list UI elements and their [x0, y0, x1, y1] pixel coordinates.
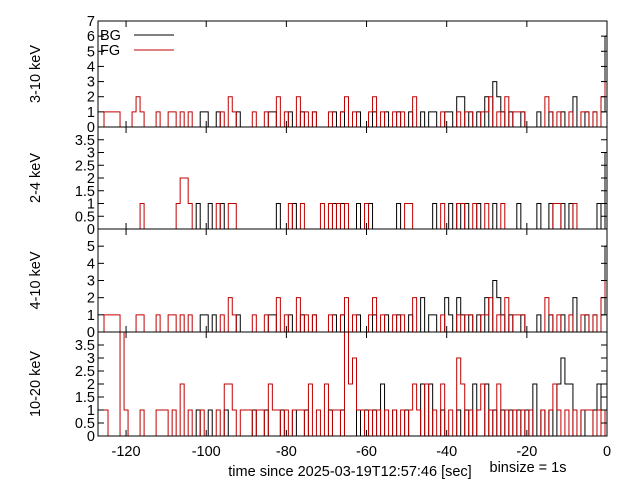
- x-axis-label: time since 2025-03-19T12:57:46 [sec]: [228, 464, 471, 480]
- panel-0-ytick-label-1: 1: [87, 105, 95, 121]
- panel-1-ytick-label-3: 1.5: [75, 184, 95, 200]
- x-tick-label-1: -100: [192, 444, 221, 460]
- panel-3: 00.511.522.533.5 10-20 keV: [28, 331, 608, 445]
- panel-3-ytick-label-4: 2: [87, 377, 95, 393]
- panel-0-ytick-label-3: 3: [87, 75, 95, 91]
- x-axis: -120 -100 -80 -60 -40 -20 0: [112, 444, 611, 460]
- panel-2-ytick-label-2: 2: [87, 291, 95, 307]
- panel-1-ytick-label-2: 1: [87, 197, 95, 213]
- panel-0-ytick-label-5: 5: [87, 44, 95, 60]
- panel-3-ytick-label-0: 0: [87, 429, 95, 445]
- panel-1-ytick-label-5: 2.5: [75, 158, 95, 174]
- x-tick-label-6: 0: [603, 444, 611, 460]
- panel-1-ylabel: 2-4 keV: [28, 153, 44, 203]
- x-tick-label-2: -80: [276, 444, 297, 460]
- legend: BG FG: [100, 28, 174, 59]
- panel-1-ytick-label-1: 0.5: [75, 209, 95, 225]
- binsize-annotation: binsize = 1s: [490, 460, 567, 476]
- panel-3-ytick-label-2: 1: [87, 403, 95, 419]
- panel-2-ytick-label-4: 4: [87, 256, 95, 272]
- panel-0-ytick-label-4: 4: [87, 59, 95, 75]
- legend-fg-label: FG: [100, 43, 120, 59]
- legend-bg-label: BG: [100, 28, 121, 44]
- panel-2-ytick-label-0: 0: [87, 325, 95, 341]
- panel-0-ytick-label-6: 6: [87, 29, 95, 45]
- panel-0-ytick-label-2: 2: [87, 90, 95, 106]
- panel-3-ytick-label-5: 2.5: [75, 364, 95, 380]
- panel-3-ytick-label-3: 1.5: [75, 390, 95, 406]
- x-tick-label-0: -120: [112, 444, 141, 460]
- panel-2-ytick-label-3: 3: [87, 274, 95, 290]
- panel-3-ytick-label-6: 3: [87, 351, 95, 367]
- panel-1-ytick-label-6: 3: [87, 146, 95, 162]
- panel-2-ytick-label-1: 1: [87, 308, 95, 324]
- panel-3-ytick-label-1: 0.5: [75, 416, 95, 432]
- panel-2-ytick-label-5: 5: [87, 239, 95, 255]
- panel-0-ylabel: 3-10 keV: [28, 45, 44, 103]
- x-tick-label-5: -20: [516, 444, 537, 460]
- panel-2-series-fg: [98, 280, 607, 333]
- panel-1-ytick-label-0: 0: [87, 222, 95, 238]
- panel-2-ylabel: 4-10 keV: [28, 251, 44, 309]
- panel-0-ytick-label-0: 0: [87, 120, 95, 136]
- panel-1-ytick-label-7: 3.5: [75, 133, 95, 149]
- panel-3-ytick-label-7: 3.5: [75, 338, 95, 354]
- x-tick-label-3: -60: [356, 444, 377, 460]
- panel-3-ylabel: 10-20 keV: [28, 351, 44, 417]
- panel-1-ytick-label-4: 2: [87, 171, 95, 187]
- x-tick-label-4: -40: [436, 444, 457, 460]
- panel-0-ytick-label-7: 7: [87, 14, 95, 30]
